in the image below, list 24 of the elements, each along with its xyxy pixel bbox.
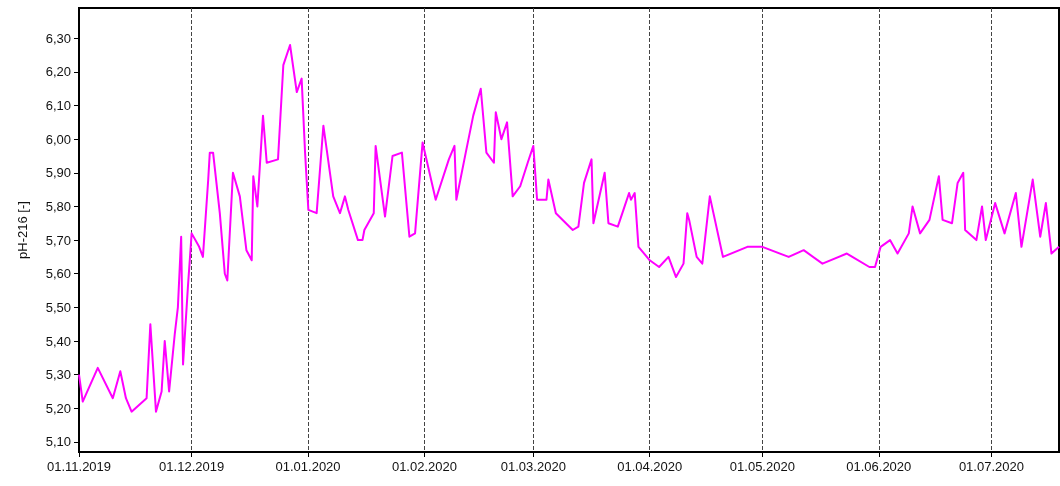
x-tick-label: 01.04.2020	[617, 459, 683, 474]
y-tick-label: 5,20	[45, 400, 71, 416]
y-tick-label: 5,80	[45, 198, 71, 214]
y-tick-label: 5,90	[45, 165, 71, 181]
y-tick-label: 5,50	[45, 299, 71, 315]
x-tick-label: 01.03.2020	[500, 459, 566, 474]
y-tick-label: 5,30	[45, 367, 71, 383]
x-tick-label: 01.11.2019	[46, 459, 112, 474]
y-tick-label: 5,60	[45, 266, 71, 282]
y-tick-label: 6,20	[45, 64, 71, 80]
y-tick-label: 6,10	[45, 98, 71, 114]
y-tick-label: 5,70	[45, 232, 71, 248]
y-tick-label: 6,00	[45, 131, 71, 147]
y-axis-title: pH-216 [-]	[15, 201, 30, 259]
x-tick-label: 01.12.2019	[159, 459, 225, 474]
x-tick-label: 01.05.2020	[729, 459, 795, 474]
x-tick-label: 01.01.2020	[275, 459, 341, 474]
y-tick-label: 6,30	[45, 30, 71, 46]
x-tick-label: 01.06.2020	[846, 459, 912, 474]
y-tick-label: 5,40	[45, 333, 71, 349]
line-series	[78, 44, 1060, 413]
x-tick-label: 01.02.2020	[391, 459, 457, 474]
x-tick-label: 01.07.2020	[958, 459, 1024, 474]
y-tick-label: 5,10	[45, 434, 71, 450]
